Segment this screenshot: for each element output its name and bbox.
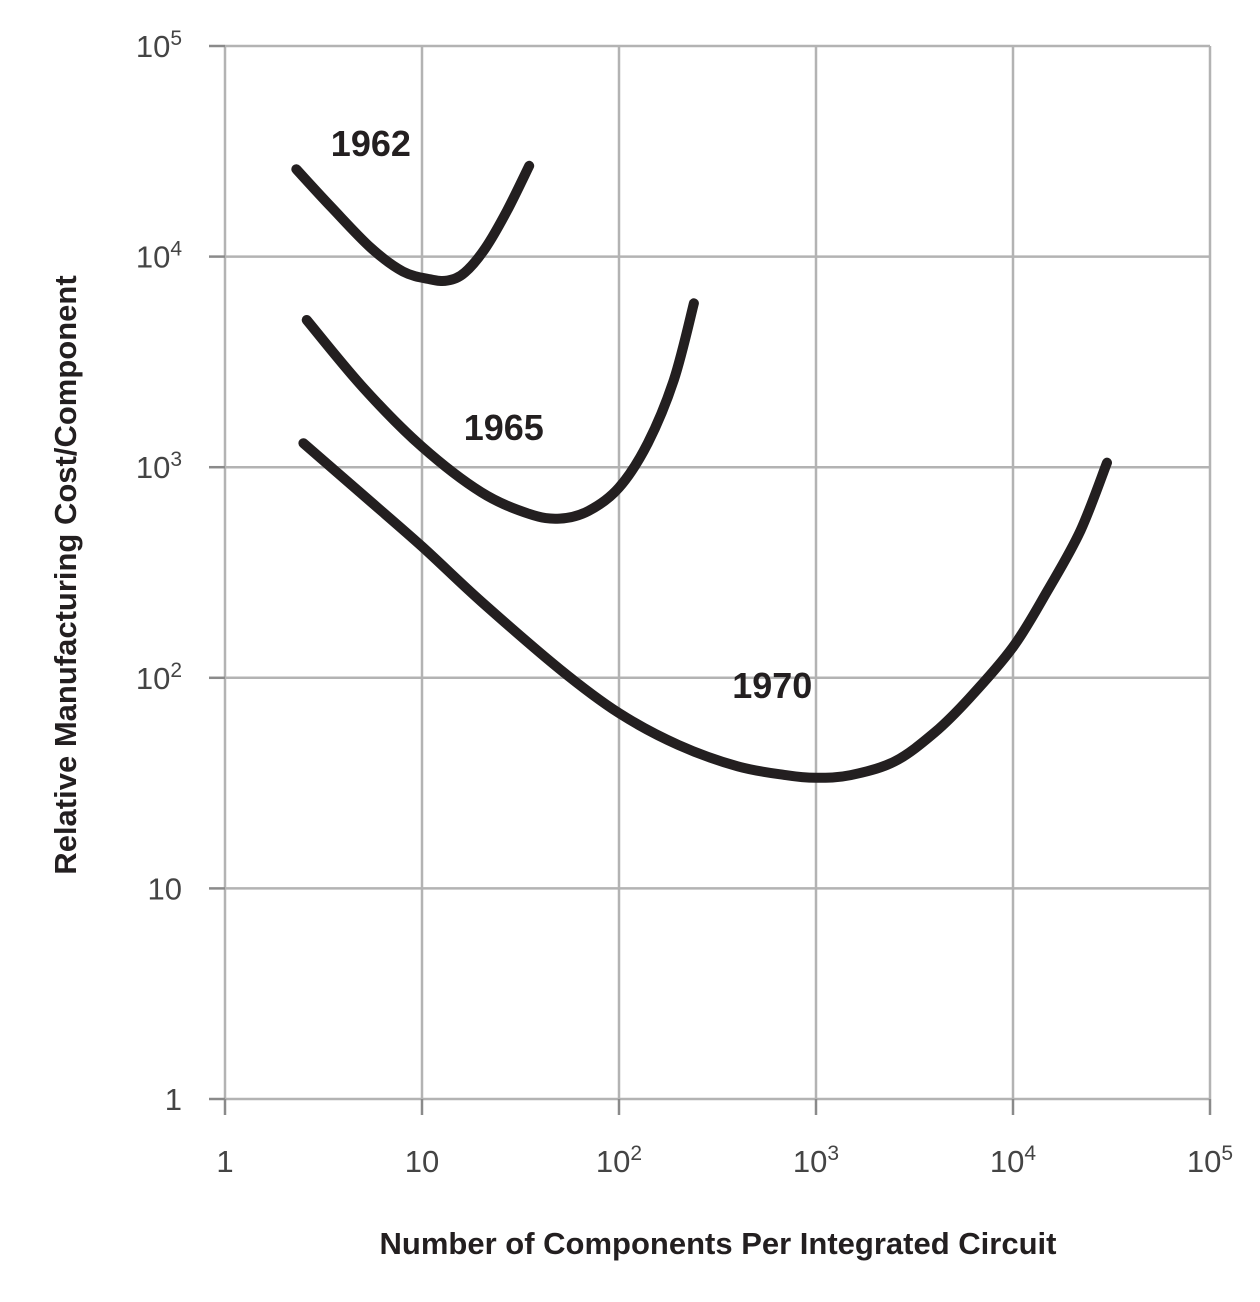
series-line-1962 xyxy=(291,160,535,286)
y-axis-label: Relative Manufacturing Cost/Component xyxy=(48,275,83,874)
y-tick-label: 104 xyxy=(136,238,182,275)
x-tick-label: 10 xyxy=(405,1144,439,1179)
y-tick-label: 102 xyxy=(136,659,182,696)
x-tick-label: 103 xyxy=(793,1142,839,1179)
axis-ticks: 1 10 102 103 104 105 1 10 102 103 104 105 xyxy=(136,27,1233,1179)
x-axis-label: Number of Components Per Integrated Circ… xyxy=(380,1226,1057,1261)
y-tick-label: 105 xyxy=(136,27,182,64)
x-tick-label: 105 xyxy=(1187,1142,1233,1179)
series-label-1970: 1970 xyxy=(732,665,812,706)
series-label-1965: 1965 xyxy=(464,407,544,448)
y-tick-label: 103 xyxy=(136,448,182,485)
series-line-1965 xyxy=(301,298,699,524)
x-tick-label: 102 xyxy=(596,1142,642,1179)
series-group: 1962 1965 1970 xyxy=(291,123,1112,783)
series-line-1970 xyxy=(298,438,1112,783)
series-label-1962: 1962 xyxy=(331,123,411,164)
y-tick-label: 10 xyxy=(148,871,182,906)
x-tick-label: 104 xyxy=(990,1142,1036,1179)
y-tick-label: 1 xyxy=(165,1082,182,1117)
x-tick-label: 1 xyxy=(216,1144,233,1179)
